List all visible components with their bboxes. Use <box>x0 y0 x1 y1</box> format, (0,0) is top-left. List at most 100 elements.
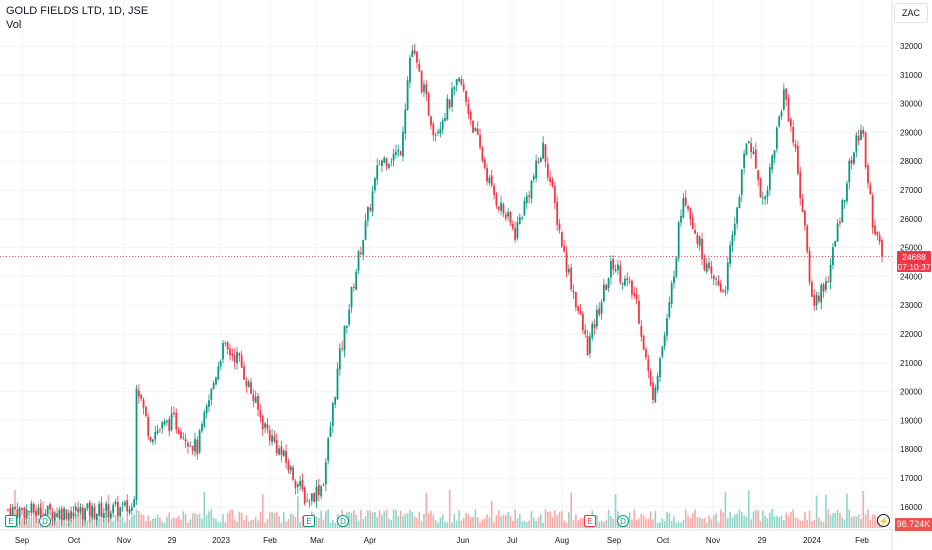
volume-bar <box>58 516 61 528</box>
volume-bar <box>874 514 876 528</box>
volume-legend-label[interactable]: Vol <box>6 19 22 31</box>
candle-body <box>175 412 178 430</box>
volume-bar <box>322 519 325 528</box>
volume-bar <box>173 517 175 528</box>
volume-bar <box>476 517 479 528</box>
candle-body <box>39 508 42 518</box>
price-tick-label: 21000 <box>900 359 923 368</box>
volume-bar <box>446 522 449 528</box>
candle-body <box>773 150 776 158</box>
candle-body <box>35 511 37 516</box>
volume-bar <box>719 509 722 528</box>
candle-body <box>881 240 883 257</box>
candle-body <box>366 206 369 221</box>
candle-body <box>425 84 428 95</box>
volume-bar <box>785 512 787 528</box>
earnings-event-marker[interactable]: E <box>303 515 315 527</box>
candle-body <box>654 387 657 402</box>
candle-body <box>846 183 848 202</box>
candle-body <box>201 424 203 432</box>
currency-selector[interactable]: ZAC <box>894 3 928 23</box>
time-tick-label: Jun <box>457 536 470 545</box>
candle-body <box>560 232 563 247</box>
candle-body <box>140 394 143 399</box>
earnings-event-marker[interactable]: E <box>5 515 17 527</box>
candle-body <box>497 206 500 210</box>
volume-bar <box>867 509 869 528</box>
volume-bar <box>479 522 481 528</box>
volume-bar <box>465 513 467 528</box>
price-tick-label: 20000 <box>900 388 923 397</box>
volume-bar <box>147 515 150 528</box>
symbol-legend-title[interactable]: GOLD FIELDS LTD, 1D, JSE <box>6 5 149 17</box>
candle-body <box>180 431 182 439</box>
candle-body <box>462 84 465 90</box>
volume-bar <box>399 510 402 528</box>
candle-body <box>649 371 652 385</box>
volume-bar <box>757 510 759 528</box>
lightning-icon[interactable]: ⚡ <box>877 514 890 527</box>
candle-body <box>182 436 185 438</box>
candle-body <box>259 410 262 418</box>
volume-bar <box>551 517 554 528</box>
candle-body <box>381 160 383 166</box>
volume-bar <box>404 513 407 528</box>
dividend-event-marker[interactable]: D <box>617 515 629 527</box>
price-tick-label: 17000 <box>900 474 923 483</box>
volume-bar <box>500 516 502 528</box>
volume-bar <box>857 514 860 528</box>
candle-body <box>577 306 580 311</box>
volume-bar <box>565 522 568 528</box>
volume-bar <box>334 522 336 528</box>
candle-body <box>603 284 605 302</box>
dividend-event-marker[interactable]: D <box>337 515 349 527</box>
candle-body <box>502 204 505 214</box>
volume-bar <box>264 522 266 528</box>
candle-body <box>348 309 351 325</box>
earnings-event-marker[interactable]: E <box>584 515 596 527</box>
candle-body <box>483 159 486 169</box>
candle-body <box>558 223 561 230</box>
dividend-event-marker[interactable]: D <box>39 515 51 527</box>
volume-bar <box>495 515 498 528</box>
volume-bar <box>296 496 299 528</box>
candle-body <box>53 512 56 522</box>
volume-bar <box>778 517 780 528</box>
volume-bar <box>705 522 708 528</box>
candle-body <box>516 222 519 239</box>
candle-body <box>336 368 339 400</box>
volume-bar <box>605 519 608 528</box>
volume-bar <box>233 519 236 528</box>
candle-body <box>750 143 753 152</box>
candle-body <box>476 128 479 135</box>
volume-bar <box>360 509 362 528</box>
candle-body <box>525 196 528 203</box>
volume-bar <box>362 519 365 528</box>
candle-body <box>631 280 633 295</box>
volume-bar <box>509 515 512 528</box>
volume-bar <box>332 519 334 528</box>
volume-bar <box>201 518 203 528</box>
volume-bar <box>348 511 350 528</box>
volume-bar <box>790 511 792 528</box>
candle-body <box>341 348 344 349</box>
volume-bar <box>236 521 238 528</box>
volume-bar <box>502 514 505 528</box>
candle-body <box>7 509 9 511</box>
candle-body <box>698 236 701 246</box>
candle-body <box>275 440 278 454</box>
candle-body <box>88 502 91 516</box>
volume-bar <box>864 513 867 528</box>
candle-body <box>481 147 484 161</box>
candle-body <box>446 98 449 120</box>
price-tick-label: 26000 <box>900 215 923 224</box>
candle-body <box>28 511 30 513</box>
candle-body <box>434 134 437 136</box>
candle-body <box>595 309 598 327</box>
price-tick-label: 24000 <box>900 272 923 281</box>
candle-body <box>551 179 554 187</box>
candle-body <box>81 507 84 520</box>
volume-bar <box>717 522 720 528</box>
candle-body <box>233 355 236 363</box>
